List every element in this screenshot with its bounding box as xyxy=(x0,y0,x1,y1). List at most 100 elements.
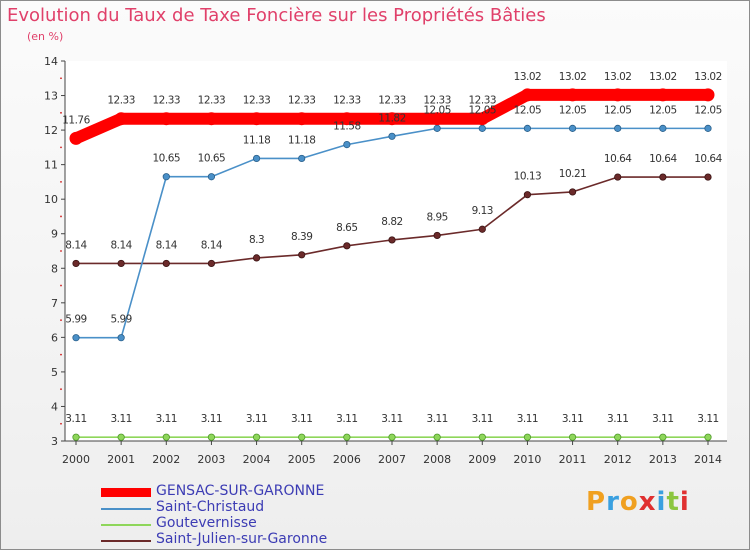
data-point-saint-christaud xyxy=(704,124,712,132)
data-label-saint-julien: 10.64 xyxy=(649,153,677,165)
x-tick-label: 2008 xyxy=(423,453,451,466)
logo-letter: o xyxy=(619,487,639,517)
data-label-saint-julien: 8.3 xyxy=(249,234,264,246)
y-minor-tick xyxy=(60,353,62,356)
y-minor-tick xyxy=(60,146,62,149)
data-point-goutevernisse xyxy=(568,433,577,441)
data-point-goutevernisse xyxy=(298,433,306,441)
data-label-goutevernisse: 3.11 xyxy=(201,413,222,425)
data-point-goutevernisse xyxy=(117,433,125,441)
data-label-gensac: 12.33 xyxy=(153,95,181,107)
legend-swatch-saint-julien xyxy=(101,540,151,542)
x-tick-label: 2014 xyxy=(694,453,722,466)
y-minor-tick xyxy=(60,422,62,425)
data-label-saint-christaud: 10.65 xyxy=(198,153,226,165)
data-point-goutevernisse xyxy=(659,433,667,441)
data-point-saint-julien xyxy=(72,259,80,268)
y-tick-label: 7 xyxy=(51,297,58,310)
data-label-goutevernisse: 3.11 xyxy=(607,413,628,425)
y-tick-label: 14 xyxy=(44,55,58,68)
x-tick-label: 2012 xyxy=(604,453,632,466)
legend-swatch-goutevernisse xyxy=(101,524,151,526)
data-label-goutevernisse: 3.11 xyxy=(562,413,583,425)
y-minor-tick xyxy=(60,77,62,80)
data-point-gensac xyxy=(250,112,264,126)
data-label-goutevernisse: 3.11 xyxy=(652,413,673,425)
data-point-goutevernisse xyxy=(433,433,441,441)
data-point-goutevernisse xyxy=(614,433,622,441)
data-label-saint-julien: 8.14 xyxy=(201,239,223,251)
data-point-saint-christaud xyxy=(207,173,216,181)
data-label-gensac: 11.76 xyxy=(62,114,90,126)
data-label-goutevernisse: 3.11 xyxy=(472,413,493,425)
data-point-saint-julien xyxy=(298,251,306,259)
data-point-saint-julien xyxy=(117,259,125,268)
y-tick-label: 13 xyxy=(44,90,58,103)
y-tick-label: 4 xyxy=(51,400,58,413)
data-point-saint-julien xyxy=(523,191,532,199)
data-point-saint-julien xyxy=(162,259,170,268)
data-point-saint-christaud xyxy=(117,334,125,342)
data-point-gensac xyxy=(656,88,670,102)
data-point-goutevernisse xyxy=(704,433,712,441)
data-label-saint-christaud: 11.82 xyxy=(378,112,406,124)
data-point-saint-christaud xyxy=(343,141,351,149)
legend-label-goutevernisse: Goutevernisse xyxy=(156,515,257,531)
legend-label-gensac: GENSAC-SUR-GARONNE xyxy=(156,483,325,499)
data-label-saint-julien: 8.39 xyxy=(291,231,312,243)
data-point-saint-christaud xyxy=(298,154,306,163)
data-point-saint-christaud xyxy=(614,124,622,132)
data-point-saint-julien xyxy=(207,259,216,268)
x-tick-label: 2001 xyxy=(107,453,135,466)
legend-label-saint-christaud: Saint-Christaud xyxy=(156,499,265,515)
data-point-saint-julien xyxy=(614,173,622,181)
data-point-gensac xyxy=(611,88,625,102)
x-tick-label: 2003 xyxy=(197,453,225,466)
data-point-goutevernisse xyxy=(388,433,396,441)
y-minor-tick xyxy=(60,111,62,114)
data-label-saint-julien: 8.14 xyxy=(65,239,87,251)
data-label-saint-christaud: 12.05 xyxy=(649,104,677,116)
data-label-gensac: 12.33 xyxy=(243,95,271,107)
data-point-saint-christaud xyxy=(659,124,667,132)
data-label-goutevernisse: 3.11 xyxy=(65,413,86,425)
data-point-gensac xyxy=(566,88,580,102)
data-point-gensac xyxy=(385,112,399,126)
data-point-saint-christaud xyxy=(568,124,577,132)
data-point-goutevernisse xyxy=(523,433,532,441)
data-label-gensac: 12.33 xyxy=(107,95,135,107)
data-point-saint-julien xyxy=(659,173,667,181)
logo-letter: x xyxy=(638,487,657,517)
logo-letter: i xyxy=(656,487,667,517)
data-point-saint-christaud xyxy=(433,124,441,132)
legend-label-saint-julien: Saint-Julien-sur-Garonne xyxy=(156,531,328,547)
data-label-saint-christaud: 12.05 xyxy=(604,104,632,116)
data-label-gensac: 12.33 xyxy=(288,95,316,107)
data-label-goutevernisse: 3.11 xyxy=(336,413,357,425)
y-tick-label: 6 xyxy=(51,331,58,344)
legend-swatch-saint-christaud xyxy=(101,508,151,510)
x-tick-label: 2002 xyxy=(152,453,180,466)
data-label-saint-julien: 8.82 xyxy=(381,216,402,228)
data-point-saint-christaud xyxy=(72,334,80,342)
x-tick-label: 2000 xyxy=(62,453,90,466)
data-label-saint-julien: 8.14 xyxy=(110,239,132,251)
data-point-gensac xyxy=(340,112,354,126)
data-label-goutevernisse: 3.11 xyxy=(426,413,447,425)
data-label-saint-julien: 10.21 xyxy=(559,168,587,180)
data-point-gensac xyxy=(295,112,309,126)
data-label-saint-christaud: 12.05 xyxy=(469,104,497,116)
data-point-saint-christaud xyxy=(523,124,532,132)
data-label-saint-christaud: 11.18 xyxy=(243,134,271,146)
x-tick-label: 2006 xyxy=(333,453,361,466)
data-point-goutevernisse xyxy=(162,433,170,441)
data-label-saint-christaud: 11.18 xyxy=(288,134,316,146)
data-label-saint-julien: 10.13 xyxy=(514,171,542,183)
data-label-saint-julien: 10.64 xyxy=(694,153,722,165)
data-point-goutevernisse xyxy=(207,433,216,441)
chart-title: Evolution du Taux de Taxe Foncière sur l… xyxy=(7,5,546,26)
logo-letter: i xyxy=(679,487,690,517)
data-point-saint-julien xyxy=(252,254,261,262)
data-label-gensac: 12.33 xyxy=(423,95,451,107)
data-label-saint-julien: 8.65 xyxy=(336,222,357,234)
